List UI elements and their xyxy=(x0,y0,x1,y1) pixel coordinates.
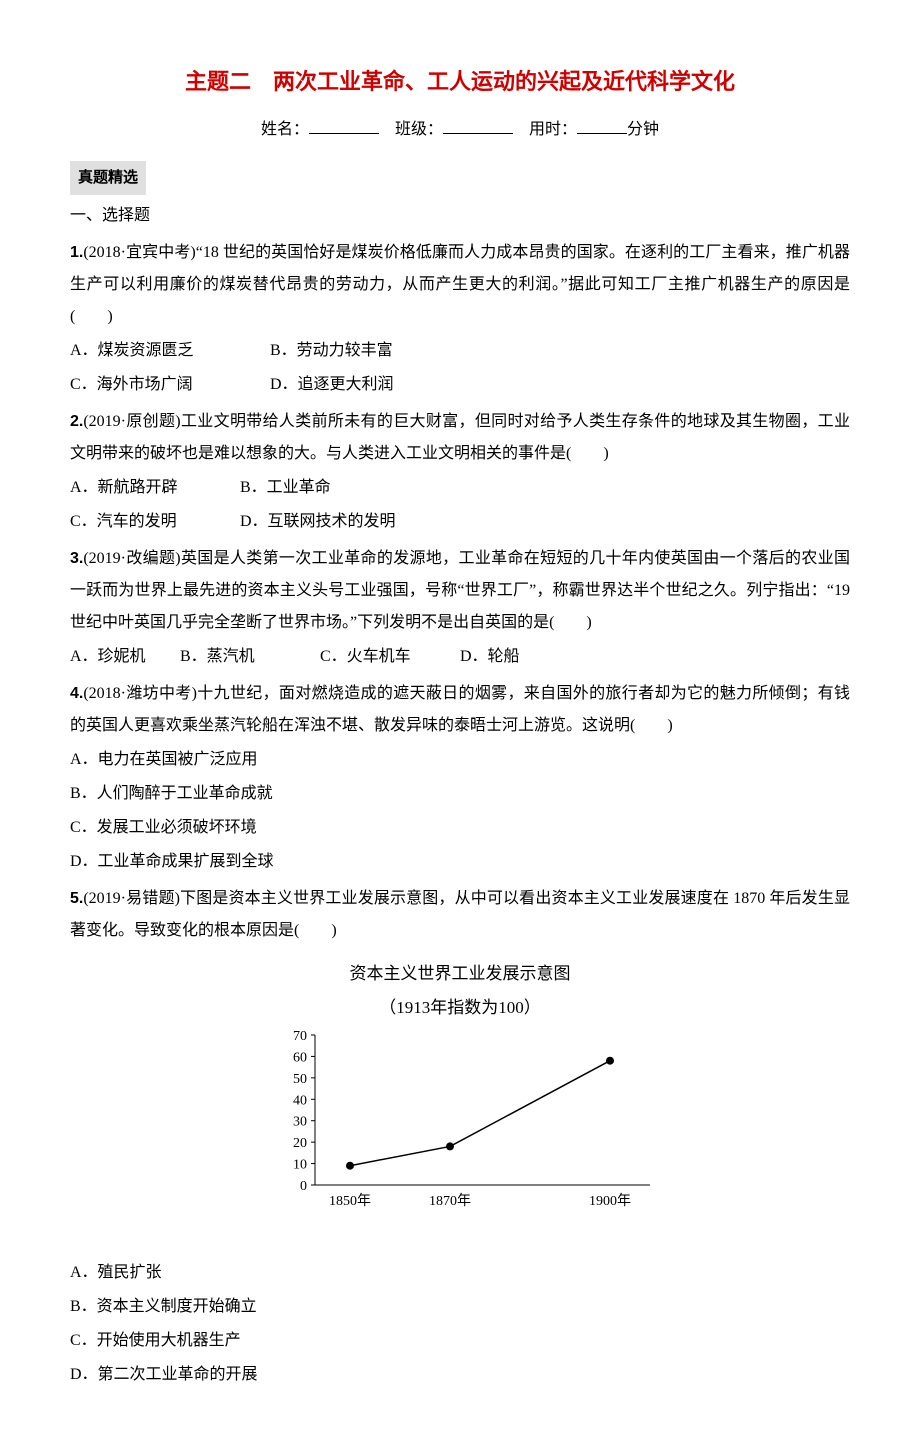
option[interactable]: D．第二次工业革命的开展 xyxy=(70,1359,850,1391)
option[interactable]: D．追逐更大利润 xyxy=(270,369,470,401)
question-source: (2018·宜宾中考) xyxy=(83,244,195,261)
question-source: (2019·改编题) xyxy=(83,550,180,567)
time-label: 用时： xyxy=(529,121,577,138)
options-row: C．海外市场广阔D．追逐更大利润 xyxy=(70,369,850,401)
y-tick-label: 0 xyxy=(300,1179,307,1194)
x-tick-label: 1900年 xyxy=(589,1193,631,1209)
chart-title: 资本主义世界工业发展示意图 xyxy=(70,957,850,991)
class-blank[interactable] xyxy=(443,117,513,134)
question: 2.(2019·原创题)工业文明带给人类前所未有的巨大财富，但同时对给予人类生存… xyxy=(70,406,850,538)
y-tick-label: 30 xyxy=(293,1115,307,1130)
section-tag: 真题精选 xyxy=(70,161,146,195)
option[interactable]: D．互联网技术的发明 xyxy=(240,506,440,538)
question-number: 5. xyxy=(70,890,83,907)
question-text: 英国是人类第一次工业革命的发源地，工业革命在短短的几十年内使英国由一个落后的农业… xyxy=(70,550,850,631)
options-row: A．煤炭资源匮乏B．劳动力较丰富 xyxy=(70,335,850,367)
section-heading: 一、选择题 xyxy=(70,200,850,232)
option[interactable]: B．蒸汽机 xyxy=(180,641,320,673)
name-label: 姓名： xyxy=(261,121,309,138)
option[interactable]: B．人们陶醉于工业革命成就 xyxy=(70,778,850,810)
chart-subtitle: （1913年指数为100） xyxy=(70,991,850,1025)
option[interactable]: C．火车机车 xyxy=(320,641,460,673)
x-tick-label: 1870年 xyxy=(429,1193,471,1209)
chart-line xyxy=(350,1061,610,1166)
question-stem: 1.(2018·宜宾中考)“18 世纪的英国恰好是煤炭价格低廉而人力成本昂贵的国… xyxy=(70,237,850,333)
question-number: 3. xyxy=(70,550,83,567)
chart-marker xyxy=(346,1162,354,1170)
x-tick-label: 1850年 xyxy=(329,1193,371,1209)
question: 1.(2018·宜宾中考)“18 世纪的英国恰好是煤炭价格低廉而人力成本昂贵的国… xyxy=(70,237,850,401)
time-blank[interactable] xyxy=(577,117,627,134)
option[interactable]: A．煤炭资源匮乏 xyxy=(70,335,270,367)
section-tag-wrap: 真题精选 xyxy=(70,161,850,195)
question-number: 1. xyxy=(70,244,83,261)
question: 5.(2019·易错题)下图是资本主义世界工业发展示意图，从中可以看出资本主义工… xyxy=(70,883,850,1391)
chart-svg: 0 10 20 30 40 50 60 70 1850年 1870年 1900年 xyxy=(260,1025,660,1235)
option[interactable]: A．珍妮机 xyxy=(70,641,180,673)
question-source: (2018·潍坊中考) xyxy=(83,685,197,702)
chart-marker xyxy=(446,1142,454,1150)
option[interactable]: A．新航路开辟 xyxy=(70,472,240,504)
y-tick-label: 70 xyxy=(293,1029,307,1044)
option[interactable]: D．轮船 xyxy=(460,641,570,673)
option[interactable]: D．工业革命成果扩展到全球 xyxy=(70,846,850,878)
option[interactable]: B．工业革命 xyxy=(240,472,410,504)
y-tick-label: 20 xyxy=(293,1136,307,1151)
options-row: A．珍妮机B．蒸汽机C．火车机车D．轮船 xyxy=(70,641,850,673)
name-blank[interactable] xyxy=(309,117,379,134)
option[interactable]: B．劳动力较丰富 xyxy=(270,335,470,367)
option[interactable]: C．开始使用大机器生产 xyxy=(70,1325,850,1357)
option[interactable]: C．汽车的发明 xyxy=(70,506,240,538)
questions-container: 1.(2018·宜宾中考)“18 世纪的英国恰好是煤炭价格低廉而人力成本昂贵的国… xyxy=(70,237,850,1391)
question-number: 4. xyxy=(70,685,83,702)
question-stem: 3.(2019·改编题)英国是人类第一次工业革命的发源地，工业革命在短短的几十年… xyxy=(70,543,850,639)
y-tick-label: 40 xyxy=(293,1093,307,1108)
header-line: 姓名： 班级： 用时： 分钟 xyxy=(70,114,850,146)
question-stem: 2.(2019·原创题)工业文明带给人类前所未有的巨大财富，但同时对给予人类生存… xyxy=(70,406,850,470)
class-label: 班级： xyxy=(395,121,443,138)
option[interactable]: A．电力在英国被广泛应用 xyxy=(70,744,850,776)
y-tick-label: 10 xyxy=(293,1158,307,1173)
question-text: 工业文明带给人类前所未有的巨大财富，但同时对给予人类生存条件的地球及其生物圈，工… xyxy=(70,413,850,462)
option[interactable]: B．资本主义制度开始确立 xyxy=(70,1291,850,1323)
question-text: 下图是资本主义世界工业发展示意图，从中可以看出资本主义工业发展速度在 1870 … xyxy=(70,890,850,939)
page-title: 主题二 两次工业革命、工人运动的兴起及近代科学文化 xyxy=(70,60,850,104)
chart-marker xyxy=(606,1057,614,1065)
chart: 资本主义世界工业发展示意图（1913年指数为100） 0 10 20 30 40 50 60 7… xyxy=(70,957,850,1247)
question-source: (2019·原创题) xyxy=(83,413,180,430)
options-row: C．汽车的发明D．互联网技术的发明 xyxy=(70,506,850,538)
option[interactable]: C．海外市场广阔 xyxy=(70,369,270,401)
time-unit: 分钟 xyxy=(627,121,659,138)
y-tick-label: 50 xyxy=(293,1072,307,1087)
question-stem: 5.(2019·易错题)下图是资本主义世界工业发展示意图，从中可以看出资本主义工… xyxy=(70,883,850,947)
option[interactable]: C．发展工业必须破坏环境 xyxy=(70,812,850,844)
question-number: 2. xyxy=(70,413,83,430)
y-tick-label: 60 xyxy=(293,1050,307,1065)
question-source: (2019·易错题) xyxy=(83,890,180,907)
question-stem: 4.(2018·潍坊中考)十九世纪，面对燃烧造成的遮天蔽日的烟雾，来自国外的旅行… xyxy=(70,678,850,742)
question: 4.(2018·潍坊中考)十九世纪，面对燃烧造成的遮天蔽日的烟雾，来自国外的旅行… xyxy=(70,678,850,878)
question: 3.(2019·改编题)英国是人类第一次工业革命的发源地，工业革命在短短的几十年… xyxy=(70,543,850,673)
option[interactable]: A．殖民扩张 xyxy=(70,1257,850,1289)
options-row: A．新航路开辟B．工业革命 xyxy=(70,472,850,504)
